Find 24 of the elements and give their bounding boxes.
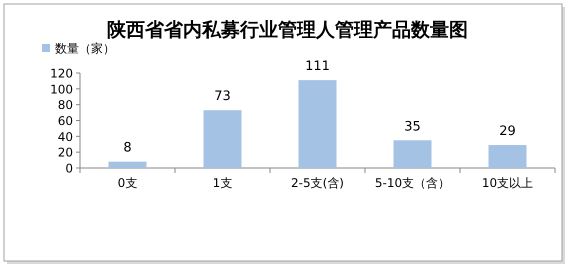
bar: [488, 145, 526, 168]
x-tick-label: 2-5支(含): [291, 176, 344, 190]
data-label: 8: [123, 140, 132, 156]
y-tick-label: 80: [58, 98, 73, 112]
x-tick-label: 5-10支（含）: [374, 176, 450, 190]
data-label: 29: [499, 124, 516, 140]
bar: [298, 80, 336, 168]
bar: [108, 162, 146, 168]
bar: [204, 110, 242, 168]
bar: [394, 140, 432, 168]
data-label: 111: [305, 59, 330, 74]
y-tick-label: 40: [58, 130, 73, 144]
y-tick-label: 0: [65, 162, 73, 176]
data-label: 73: [214, 89, 231, 104]
x-tick-label: 0支: [118, 176, 138, 190]
y-tick-label: 60: [58, 114, 73, 128]
y-tick-label: 20: [58, 146, 73, 160]
x-tick-label: 10支以上: [482, 176, 534, 190]
y-tick-label: 100: [50, 82, 73, 96]
legend-label: 数量（家）: [55, 42, 115, 56]
chart-title: 陕西省省内私募行业管理人管理产品数量图: [107, 19, 468, 41]
y-tick-label: 120: [50, 66, 73, 80]
x-tick-label: 1支: [212, 176, 232, 190]
data-label: 35: [404, 119, 421, 134]
